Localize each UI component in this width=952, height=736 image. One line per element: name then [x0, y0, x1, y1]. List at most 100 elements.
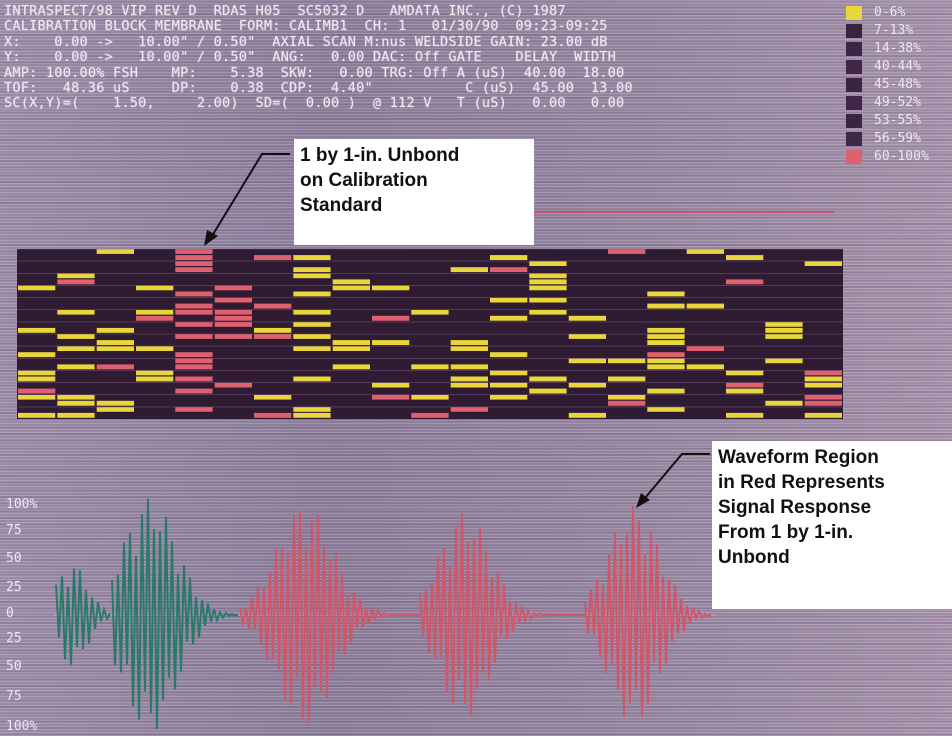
c-scan-cell [175, 334, 213, 339]
c-scan-cell [490, 267, 528, 273]
c-scan-image [17, 249, 843, 419]
c-scan-cell [332, 364, 370, 370]
c-scan-cell [490, 370, 528, 376]
c-scan-cell [18, 376, 56, 382]
waveform-burst [584, 505, 712, 717]
c-scan-cell [214, 315, 252, 321]
c-scan-cell [332, 285, 370, 291]
c-scan-cell [18, 285, 56, 291]
c-scan-cell [450, 267, 488, 273]
c-scan-cell [529, 261, 567, 266]
c-scan-cell [175, 291, 213, 297]
c-scan-cell [726, 382, 764, 388]
legend-label: 7-13% [874, 23, 914, 38]
c-scan-cell [726, 412, 764, 418]
c-scan-cell [254, 255, 292, 260]
waveform-y-tick: 100% [6, 497, 37, 512]
c-scan-cell [529, 273, 567, 279]
waveform-callout-arrow [636, 453, 710, 508]
c-scan-cell [686, 346, 724, 351]
c-scan-cell [490, 382, 528, 388]
c-scan-cell [372, 382, 410, 388]
legend-label: 56-59% [874, 131, 921, 146]
c-scan-cell [175, 406, 213, 412]
c-scan-cell [804, 412, 842, 418]
waveform-burst [239, 511, 420, 724]
callout-line: 1 by 1-in. Unbond [300, 145, 460, 166]
c-scan-cell [136, 376, 174, 382]
c-scan-cell [647, 340, 685, 345]
c-scan-cell [647, 327, 685, 333]
c-scan-cell [529, 279, 567, 285]
legend-item: 0-6% [844, 4, 952, 22]
c-scan-cell [647, 334, 685, 339]
c-scan-cell [293, 334, 331, 339]
waveform-callout: Waveform Region in Red Represents Signal… [712, 441, 952, 609]
c-scan-cell [96, 346, 134, 351]
c-scan-cell [136, 315, 174, 321]
c-scan-cell [96, 340, 134, 345]
legend-swatch [846, 42, 862, 56]
header-line: TOF: 48.36 uS DP: 0.38 CDP: 4.40" C (uS)… [4, 79, 633, 96]
c-scan-cell [450, 382, 488, 388]
c-scan-cell [293, 267, 331, 273]
c-scan-cell [293, 406, 331, 412]
c-scan-cell [686, 364, 724, 370]
c-scan-cell [647, 291, 685, 297]
c-scan-cell [450, 346, 488, 351]
c-scan-cell [175, 267, 213, 273]
callout-line: Signal Response [718, 497, 872, 518]
header-line: CALIBRATION BLOCK MEMBRANE FORM: CALIMB1… [4, 18, 608, 35]
c-scan-cell [175, 376, 213, 382]
c-scan-cell [57, 412, 95, 418]
c-scan-cell [18, 394, 56, 400]
legend-item: 60-100% [844, 148, 952, 166]
legend-label: 60-100% [874, 149, 929, 164]
c-scan-cell [490, 352, 528, 358]
c-scan-cell [608, 376, 646, 382]
waveform-y-tick: 25 [6, 631, 22, 646]
c-scan-cell [372, 315, 410, 321]
a-scan-waveform: 100% 75 50 25 0 25 50 75 100% [6, 497, 715, 734]
legend-item: 56-59% [844, 130, 952, 148]
c-scan-cell [647, 358, 685, 364]
c-scan-cell [568, 315, 606, 321]
c-scan-cell [490, 394, 528, 400]
c-scan-cell [450, 376, 488, 382]
legend-swatch [846, 150, 862, 164]
c-scan-cell [175, 255, 213, 260]
amplitude-color-legend: 0-6% 7-13% 14-38% 40-44% 45-48% 49-52% 5… [844, 4, 952, 166]
c-scan-cell [765, 400, 803, 406]
c-scan-cell [293, 291, 331, 297]
c-scan-cell [293, 255, 331, 260]
c-scan-cell [214, 321, 252, 327]
c-scan-cell [568, 412, 606, 418]
waveform-y-tick: 75 [6, 523, 22, 538]
callout-line: Waveform Region [718, 447, 879, 468]
c-scan-cell [450, 340, 488, 345]
c-scan-cell [18, 327, 56, 333]
waveform-burst [419, 513, 585, 717]
c-scan-cell [175, 352, 213, 358]
waveform-y-axis: 100% 75 50 25 0 25 50 75 100% [6, 497, 37, 734]
c-scan-cell [411, 412, 449, 418]
c-scan-cell [332, 279, 370, 285]
legend-swatch [846, 132, 862, 146]
c-scan-cell [608, 358, 646, 364]
callout-line: on Calibration [300, 170, 428, 191]
c-scan-cell [96, 406, 134, 412]
c-scan-cell [57, 364, 95, 370]
c-scan-cell [175, 364, 213, 370]
c-scan-cell [608, 249, 646, 254]
callout-line: in Red Represents [718, 472, 885, 493]
c-scan-cell [214, 285, 252, 291]
c-scan-cell [293, 321, 331, 327]
header-line: X: 0.00 -> 10.00" / 0.50" AXIAL SCAN M:n… [4, 33, 608, 50]
c-scan-cell [608, 394, 646, 400]
c-scan-cell [175, 358, 213, 364]
c-scan-cell [57, 400, 95, 406]
c-scan-cell [804, 400, 842, 406]
c-scan-cell [490, 255, 528, 260]
c-scan-cell [372, 285, 410, 291]
legend-swatch [846, 6, 862, 20]
